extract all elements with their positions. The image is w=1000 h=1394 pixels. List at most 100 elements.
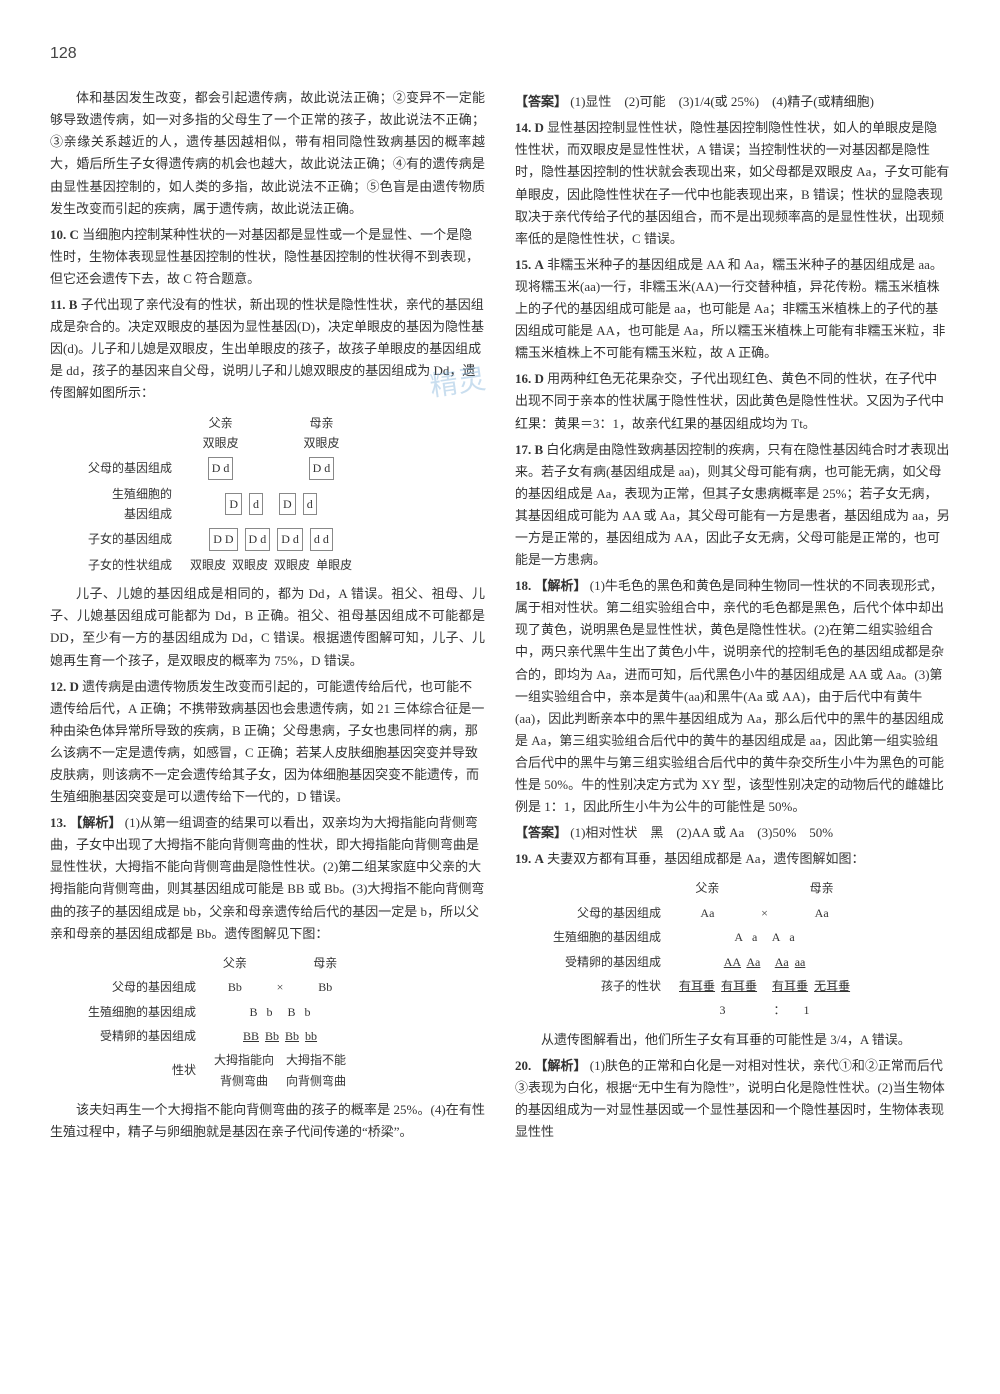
item-body: 白化病是由隐性致病基因控制的疾病，只有在隐性基因纯合时才表现出来。若子女有病(基…: [515, 442, 950, 567]
item-answer: A: [535, 257, 544, 272]
phenotype: 有耳垂: [679, 979, 715, 993]
phenotype: 双眼皮: [232, 558, 268, 572]
item-12: 12. D 遗传病是由遗传物质发生改变而引起的，可能遗传给后代，也可能不遗传给后…: [50, 676, 485, 809]
diagram-label: 母亲: [296, 951, 354, 975]
diagram-row-label: 子女的性状组成: [80, 553, 182, 577]
genotype: Aa: [785, 901, 858, 925]
gamete: A: [734, 930, 743, 944]
cross-symbol: ×: [264, 975, 297, 999]
item-number: 12.: [50, 679, 66, 694]
left-column: 体和基因发生改变，都会引起遗传病，故此说法正确；②变异不一定能够导致遗传病，如一…: [50, 87, 485, 1143]
diagram-label: 母亲: [785, 876, 858, 900]
item-body: 显性基因控制显性性状，隐性基因控制隐性性状，如人的单眼皮是隐性性状，而双眼皮是显…: [515, 120, 949, 245]
analysis-label: 【解析】: [535, 578, 587, 593]
phenotype: 双眼皮: [190, 558, 226, 572]
gamete: d: [249, 493, 263, 515]
diagram-row-label: 父母的基因组成: [80, 455, 182, 481]
diagram-label: 母亲 双眼皮: [283, 411, 360, 456]
item-11: 11. B 子代出现了亲代没有的性状，新出现的性状是隐性性状，亲代的基因组成是杂…: [50, 294, 485, 404]
item-answer: D: [535, 120, 544, 135]
genetics-diagram-1: 父亲 双眼皮 母亲 双眼皮 父母的基因组成 D d D d 生殖细胞的 基因组成…: [80, 411, 485, 578]
item-11-cont: 儿子、儿媳的基因组成是相同的，都为 Dd，A 错误。祖父、祖母、儿子、儿媳基因组…: [50, 583, 485, 671]
diagram-row-label: 子女的基因组成: [80, 526, 182, 552]
item-body: 子代出现了亲代没有的性状，新出现的性状是隐性性状，亲代的基因组成是杂合的。决定双…: [50, 297, 484, 400]
genotype-box: D d: [208, 457, 234, 479]
phenotype: 单眼皮: [316, 558, 352, 572]
item-number: 14.: [515, 120, 531, 135]
item-number: 16.: [515, 371, 531, 386]
continuation-paragraph: 体和基因发生改变，都会引起遗传病，故此说法正确；②变异不一定能够导致遗传病，如一…: [50, 87, 485, 220]
offspring-genotype: D D: [209, 528, 237, 550]
item-body: 当细胞内控制某种性状的一对基因都是显性或一个是显性、一个是隐性时，生物体表现显性…: [50, 227, 479, 286]
item-body: (1)牛毛色的黑色和黄色是同种生物同一性状的不同表现形式，属于相对性状。第二组实…: [515, 578, 944, 814]
analysis-label: 【解析】: [535, 1058, 587, 1073]
gamete: A: [772, 930, 781, 944]
gamete: b: [305, 1005, 311, 1019]
gamete: D: [279, 493, 296, 515]
gamete: a: [789, 930, 794, 944]
item-18-answer: 【答案】 (1)相对性状 黑 (2)AA 或 Aa (3)50% 50%: [515, 822, 950, 844]
diagram-row-label: 性状: [80, 1048, 206, 1093]
diagram-row-label: 受精卵的基因组成: [80, 1024, 206, 1048]
item-13: 13. 【解析】 (1)从第一组调查的结果可以看出，双亲均为大拇指能向背侧弯曲，…: [50, 812, 485, 945]
gamete: b: [267, 1005, 273, 1019]
offspring-genotype: d d: [310, 528, 333, 550]
offspring-genotype: BB: [243, 1029, 259, 1043]
diagram-row-label: 受精卵的基因组成: [545, 950, 671, 974]
item-number: 11.: [50, 297, 66, 312]
phenotype: 有耳垂: [772, 979, 808, 993]
diagram-row-label: 父母的基因组成: [545, 901, 671, 925]
item-16: 16. D 用两种红色无花果杂交，子代出现红色、黄色不同的性状，在子代中出现不同…: [515, 368, 950, 434]
item-number: 13.: [50, 815, 66, 830]
item-answer: A: [535, 851, 544, 866]
item-number: 17.: [515, 442, 531, 457]
diagram-label: 父亲 双眼皮: [182, 411, 259, 456]
item-answer: B: [69, 297, 78, 312]
answer-body: (1)相对性状 黑 (2)AA 或 Aa (3)50% 50%: [570, 825, 833, 840]
phenotype: 大拇指不能 向背侧弯曲: [286, 1050, 346, 1091]
item-number: 18.: [515, 578, 531, 593]
cross-symbol: ×: [744, 901, 785, 925]
gamete: B: [250, 1005, 258, 1019]
answer-label: 【答案】: [515, 94, 567, 109]
diagram-row-label: 孩子的性状: [545, 974, 671, 998]
item-number: 19.: [515, 851, 531, 866]
analysis-label: 【解析】: [70, 815, 122, 830]
diagram-row-label: 父母的基因组成: [80, 975, 206, 999]
item-body: 用两种红色无花果杂交，子代出现红色、黄色不同的性状，在子代中出现不同于亲本的性状…: [515, 371, 944, 430]
genetics-diagram-2: 父亲 母亲 父母的基因组成 Bb × Bb 生殖细胞的基因组成 B b B: [80, 951, 485, 1093]
ratio: 3 ： 1: [671, 998, 858, 1022]
item-17: 17. B 白化病是由隐性致病基因控制的疾病，只有在隐性基因纯合时才表现出来。若…: [515, 439, 950, 572]
offspring-genotype: Aa: [775, 955, 789, 969]
item-answer: C: [70, 227, 79, 242]
phenotype: 有耳垂: [721, 979, 757, 993]
two-column-layout: 体和基因发生改变，都会引起遗传病，故此说法正确；②变异不一定能够导致遗传病，如一…: [50, 87, 950, 1143]
genotype: Bb: [206, 975, 264, 999]
gamete: d: [303, 493, 317, 515]
item-10: 10. C 当细胞内控制某种性状的一对基因都是显性或一个是显性、一个是隐性时，生…: [50, 224, 485, 290]
offspring-genotype: Bb: [265, 1029, 279, 1043]
item-number: 20.: [515, 1058, 531, 1073]
offspring-genotype: D d: [277, 528, 303, 550]
item-19-cont: 从遗传图解看出，他们所生子女有耳垂的可能性是 3/4，A 错误。: [515, 1029, 950, 1051]
answer-block: 【答案】 (1)显性 (2)可能 (3)1/4(或 25%) (4)精子(或精细…: [515, 91, 950, 113]
offspring-genotype: aa: [795, 955, 806, 969]
gamete: D: [225, 493, 242, 515]
item-answer: B: [535, 442, 544, 457]
diagram-row-label: 生殖细胞的 基因组成: [80, 482, 182, 527]
diagram-label: 父亲: [206, 951, 264, 975]
genotype: Bb: [296, 975, 354, 999]
offspring-genotype: D d: [245, 528, 271, 550]
item-body: 非糯玉米种子的基因组成是 AA 和 Aa，糯玉米种子的基因组成是 aa。现将糯玉…: [515, 257, 945, 360]
gamete: a: [752, 930, 757, 944]
offspring-genotype: Bb: [285, 1029, 299, 1043]
item-answer: D: [535, 371, 544, 386]
genetics-diagram-3: 父亲 母亲 父母的基因组成 Aa × Aa 生殖细胞的基因组成 A a A: [545, 876, 950, 1022]
item-answer: D: [70, 679, 79, 694]
diagram-row-label: 生殖细胞的基因组成: [80, 1000, 206, 1024]
item-13-cont: 该夫妇再生一个大拇指不能向背侧弯曲的孩子的概率是 25%。(4)在有性生殖过程中…: [50, 1099, 485, 1143]
item-body: 遗传病是由遗传物质发生改变而引起的，可能遗传给后代，也可能不遗传给后代，A 正确…: [50, 679, 484, 804]
offspring-genotype: AA: [724, 955, 741, 969]
item-body: 夫妻双方都有耳垂，基因组成都是 Aa，遗传图解如图：: [547, 851, 864, 866]
item-19: 19. A 夫妻双方都有耳垂，基因组成都是 Aa，遗传图解如图：: [515, 848, 950, 870]
